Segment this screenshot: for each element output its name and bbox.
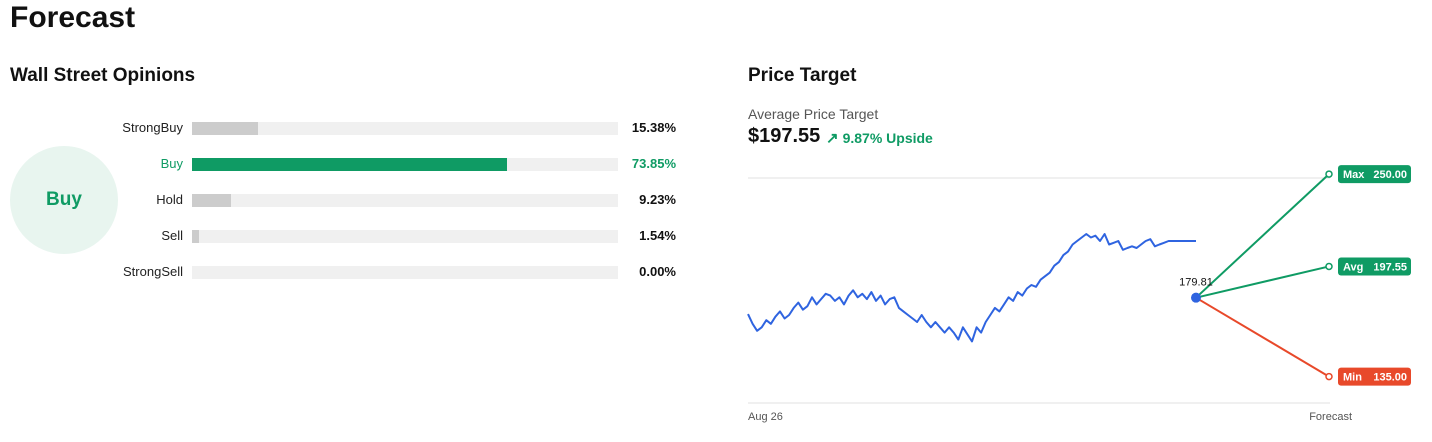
rating-bar-track — [192, 194, 618, 207]
rating-bar-track — [192, 266, 618, 279]
rating-percent: 9.23% — [639, 192, 676, 207]
rating-bar-track — [192, 122, 618, 135]
target-tag-background — [1338, 165, 1411, 184]
target-tag-value: 197.55 — [1373, 261, 1407, 273]
consensus-label: Buy — [46, 189, 82, 210]
target-line-avg — [1195, 265, 1330, 299]
rating-row-strongbuy: StrongBuy 15.38% — [90, 120, 690, 135]
rating-row-strongsell: StrongSell 0.00% — [90, 264, 690, 279]
rating-bar-fill — [192, 122, 258, 135]
arrow-up-right-icon: ↗ — [826, 130, 839, 147]
x-axis-end-label: Forecast — [1309, 411, 1352, 423]
rating-percent: 1.54% — [639, 228, 676, 243]
rating-percent: 0.00% — [639, 264, 676, 279]
price-history-line — [747, 233, 1196, 343]
target-tag-avg: Avg 197.55 — [1338, 257, 1411, 276]
rating-label: Buy — [160, 156, 183, 171]
price-target-title: Price Target — [748, 65, 857, 86]
rating-label: Hold — [156, 192, 183, 207]
target-line-max — [1195, 173, 1330, 299]
target-tag-label: Min — [1343, 372, 1362, 384]
rating-bar-fill — [192, 230, 199, 243]
target-point-min — [1325, 372, 1333, 381]
upside-indicator: ↗ 9.87% Upside — [826, 129, 933, 147]
average-price-target-label: Average Price Target — [748, 106, 879, 122]
target-tags: Max 250.00 Avg 197.55 Min 135.00 — [1325, 165, 1411, 386]
upside-text: 9.87% Upside — [842, 130, 933, 146]
target-line-min — [1195, 296, 1330, 378]
price-target-chart: 179.81 Max 250.00 Avg 197.55 Min 135.00 Aug 2… — [747, 165, 1411, 423]
target-tag-label: Avg — [1343, 261, 1363, 273]
wall-street-opinions-title: Wall Street Opinions — [10, 65, 196, 86]
x-axis-start-label: Aug 26 — [748, 411, 783, 423]
target-tag-value: 250.00 — [1373, 169, 1407, 181]
target-point-avg — [1325, 262, 1333, 271]
rating-bar-track — [192, 158, 618, 171]
rating-bar-fill — [192, 158, 507, 171]
rating-percent: 73.85% — [631, 156, 676, 171]
page-title: Forecast — [10, 1, 136, 34]
rating-label: StrongSell — [123, 264, 183, 279]
target-tag-label: Max — [1343, 169, 1365, 181]
target-lines — [1195, 173, 1330, 378]
average-price-target-value: $197.55 — [748, 125, 821, 147]
target-tag-background — [1338, 367, 1411, 386]
target-tag-max: Max 250.00 — [1338, 165, 1411, 184]
rating-bar-track — [192, 230, 618, 243]
target-tag-value: 135.00 — [1373, 372, 1407, 384]
target-tag-min: Min 135.00 — [1338, 367, 1411, 386]
rating-label: StrongBuy — [122, 120, 183, 135]
rating-row-hold: Hold 9.23% — [90, 192, 690, 207]
last-price-marker — [1191, 292, 1201, 303]
rating-bar-fill — [192, 194, 232, 207]
last-price-label: 179.81 — [1179, 277, 1213, 289]
rating-row-buy: Buy 73.85% — [90, 156, 690, 171]
rating-row-sell: Sell 1.54% — [90, 228, 690, 243]
target-point-max — [1325, 170, 1333, 178]
rating-label: Sell — [161, 228, 183, 243]
target-tag-background — [1338, 257, 1411, 276]
consensus-badge: Buy — [10, 146, 118, 254]
rating-percent: 15.38% — [631, 120, 676, 135]
